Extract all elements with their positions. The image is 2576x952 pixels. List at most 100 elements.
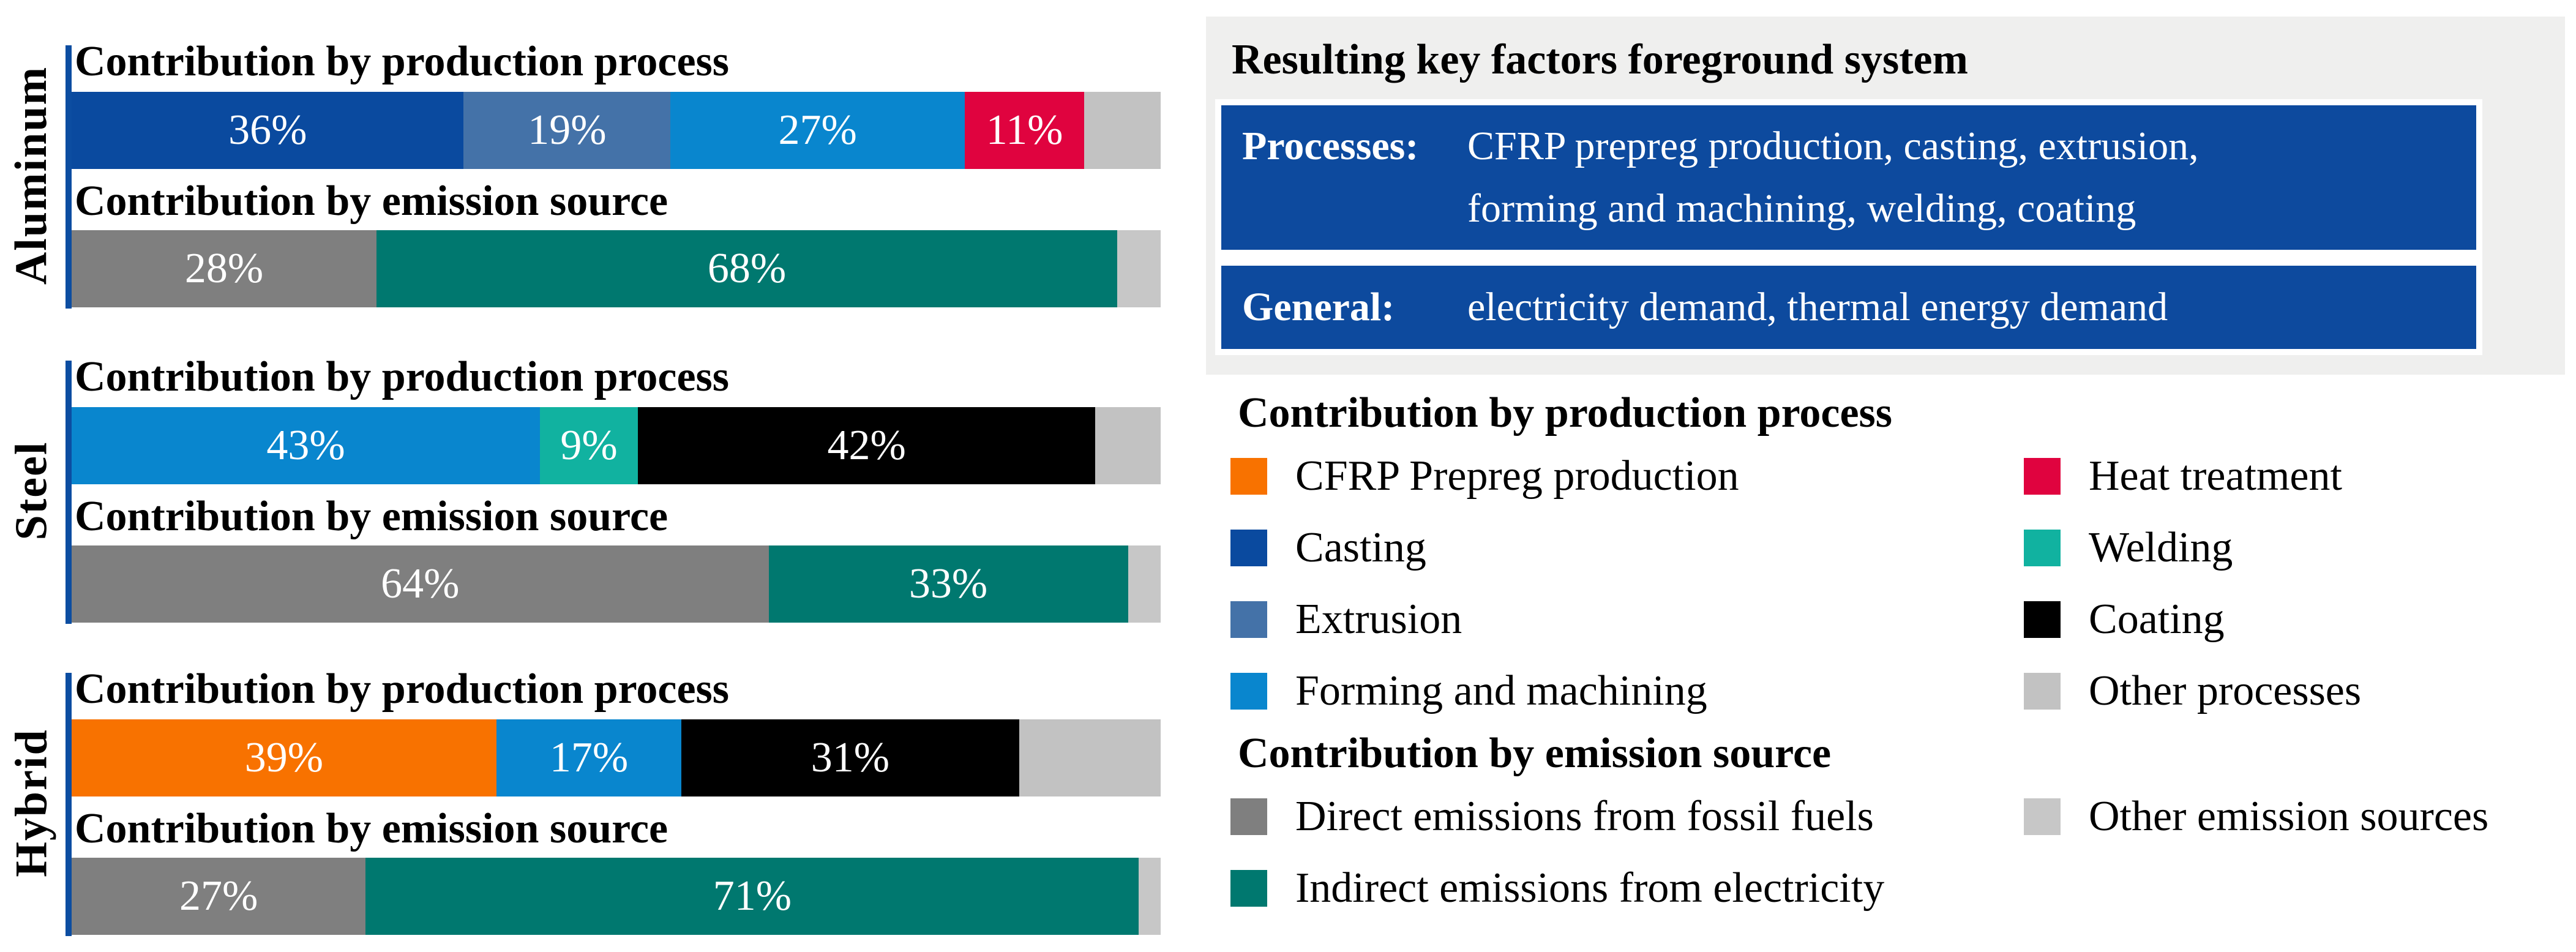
bar-segment-label: 27% [778, 107, 857, 154]
legend-item-coating: Coating [2024, 596, 2225, 643]
bar-segment-casting: 36% [72, 92, 464, 169]
legend-emission: Contribution by emission source Direct e… [1230, 731, 2571, 942]
bar-segment-indirect: 68% [376, 230, 1117, 307]
bar-segment-label: 31% [811, 734, 890, 781]
bar-emission: 64% 33% [72, 545, 1161, 623]
bar-title-emission: Contribution by emission source [75, 493, 668, 540]
bar-segment-forming: 27% [670, 92, 965, 169]
bar-segment-label: 71% [713, 872, 792, 920]
bar-segment-coating: 31% [681, 719, 1019, 796]
material-label: Steel [6, 440, 57, 541]
bar-segment-direct: 27% [72, 858, 366, 935]
key-factors-processes-box: Processes: CFRP prepreg production, casti… [1221, 105, 2476, 250]
legend-row: Casting Welding [1230, 524, 2571, 571]
general-label: General: [1242, 285, 1395, 329]
legend-label: Welding [2089, 524, 2233, 571]
key-factors-box-wrapper: Processes: CFRP prepreg production, casti… [1215, 99, 2482, 355]
chart-area: Aluminum Contribution by production proce… [0, 0, 1200, 952]
processes-line-2: forming and machining, welding, coating [1467, 186, 2136, 231]
legend-label: Direct emissions from fossil fuels [1295, 793, 1874, 840]
legend-row: Indirect emissions from electricity [1230, 867, 2571, 910]
bar-segment-label: 27% [179, 872, 258, 920]
bar-segment-label: 17% [549, 734, 629, 781]
legend-item-extrusion: Extrusion [1230, 596, 2024, 643]
legend-label: Other emission sources [2089, 793, 2489, 840]
material-label-wrap: Hybrid [0, 670, 64, 935]
material-group-aluminum: Aluminum Contribution by production proce… [0, 38, 1200, 309]
material-group-hybrid: Hybrid Contribution by production process… [0, 665, 1200, 936]
bar-segment-other_emission [1128, 545, 1161, 623]
legend-label: Casting [1295, 524, 1426, 571]
legend-row: Direct emissions from fossil fuels Other … [1230, 793, 2571, 840]
direct-swatch [1230, 798, 1267, 835]
legend-emission-rows: Direct emissions from fossil fuels Other … [1230, 793, 2571, 910]
general-line: General: electricity demand, thermal ener… [1242, 276, 2455, 339]
bar-segment-label: 36% [228, 107, 307, 154]
bar-segment-indirect: 33% [768, 545, 1128, 623]
legend-item-direct: Direct emissions from fossil fuels [1230, 793, 2024, 840]
legend-row: Forming and machining Other processes [1230, 667, 2571, 714]
heat-swatch [2024, 458, 2061, 495]
bar-segment-indirect: 71% [365, 858, 1139, 935]
bar-segment-other_process [1084, 92, 1161, 169]
bar-segment-coating: 42% [638, 407, 1096, 484]
legend-row: CFRP Prepreg production Heat treatment [1230, 452, 2571, 500]
bar-segment-label: 39% [244, 734, 324, 781]
axis-line [66, 45, 72, 309]
legend-label: Heat treatment [2089, 452, 2342, 500]
legend-production-rows: CFRP Prepreg production Heat treatment Cas… [1230, 452, 2571, 714]
processes-label: Processes: [1242, 124, 1419, 168]
bar-segment-label: 64% [381, 560, 460, 607]
legend-item-other_emission: Other emission sources [2024, 793, 2489, 840]
cfrp-swatch [1230, 458, 1267, 495]
bar-title-emission: Contribution by emission source [75, 805, 668, 852]
material-group-steel: Steel Contribution by production process 4… [0, 353, 1200, 624]
other_emission-swatch [2024, 798, 2061, 835]
legend-production: Contribution by production process CFRP … [1230, 391, 2571, 744]
bar-segment-label: 42% [827, 422, 906, 469]
material-label: Hybrid [6, 728, 57, 877]
bar-segment-label: 11% [986, 107, 1063, 154]
bar-production: 39% 17% 31% [72, 719, 1161, 796]
legend-item-other_process: Other processes [2024, 667, 2362, 714]
bar-segment-forming: 17% [496, 719, 682, 796]
legend-item-indirect: Indirect emissions from electricity [1230, 867, 2024, 910]
key-factors-general-box: General: electricity demand, thermal ener… [1221, 266, 2476, 349]
legend-item-heat: Heat treatment [2024, 452, 2342, 500]
bar-segment-heat: 11% [964, 92, 1085, 169]
bar-title-production: Contribution by production process [75, 353, 730, 400]
bar-segment-cfrp: 39% [72, 719, 496, 796]
legend-item-casting: Casting [1230, 524, 2024, 571]
legend-item-cfrp: CFRP Prepreg production [1230, 455, 2024, 498]
indirect-swatch [1230, 870, 1267, 907]
bar-emission: 27% 71% [72, 858, 1161, 935]
processes-text: CFRP prepreg production, casting, extrus… [1467, 124, 2199, 168]
legend-label: Extrusion [1295, 596, 1462, 643]
general-text: electricity demand, thermal energy deman… [1467, 285, 2168, 329]
legend-production-heading: Contribution by production process [1238, 389, 1893, 437]
bar-segment-label: 19% [528, 107, 607, 154]
processes-line-1: Processes: CFRP prepreg production, casti… [1242, 115, 2455, 178]
material-label: Aluminum [6, 66, 57, 285]
bar-emission: 28% 68% [72, 230, 1161, 307]
material-label-wrap: Steel [0, 358, 64, 623]
bar-segment-extrusion: 19% [463, 92, 671, 169]
legend-label: Forming and machining [1295, 667, 1707, 714]
bar-segment-forming: 43% [72, 407, 540, 484]
legend-row: Extrusion Coating [1230, 596, 2571, 643]
casting-swatch [1230, 530, 1267, 566]
welding-swatch [2024, 530, 2061, 566]
material-label-wrap: Aluminum [0, 43, 64, 307]
bar-segment-direct: 64% [72, 545, 769, 623]
legend-label: Other processes [2089, 667, 2362, 714]
bar-segment-label: 43% [266, 422, 345, 469]
bar-segment-other_process [1019, 719, 1161, 796]
legend-item-welding: Welding [2024, 524, 2233, 571]
bar-segment-label: 28% [184, 245, 264, 292]
bar-title-production: Contribution by production process [75, 38, 730, 85]
bar-title-production: Contribution by production process [75, 665, 730, 713]
bar-segment-direct: 28% [72, 230, 377, 307]
forming-swatch [1230, 673, 1267, 710]
legend-label: Coating [2089, 596, 2225, 643]
